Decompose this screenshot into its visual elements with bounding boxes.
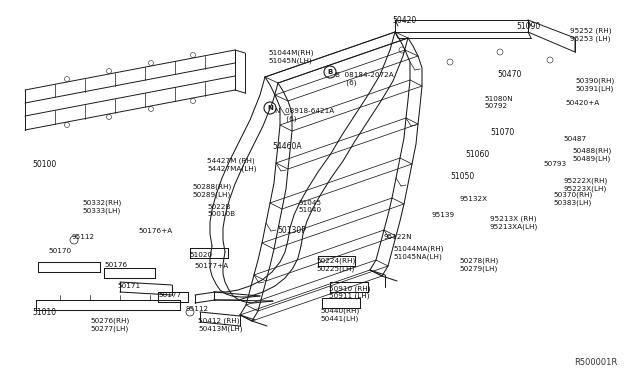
Text: 54427M (RH)
54427MA(LH): 54427M (RH) 54427MA(LH) (207, 158, 257, 172)
Text: R500001R: R500001R (574, 358, 617, 367)
Text: 50470: 50470 (497, 70, 522, 79)
Text: 50176+A: 50176+A (138, 228, 172, 234)
Text: 50332(RH)
50333(LH): 50332(RH) 50333(LH) (82, 200, 121, 214)
Text: 51070: 51070 (490, 128, 515, 137)
Text: N  08918-6421A
     (6): N 08918-6421A (6) (275, 108, 334, 122)
Text: 95139: 95139 (432, 212, 455, 218)
Text: B  08184-2072A
     (6): B 08184-2072A (6) (335, 72, 394, 86)
Text: 50170: 50170 (48, 248, 71, 254)
Text: 51044M(RH)
51045N(LH): 51044M(RH) 51045N(LH) (268, 50, 314, 64)
Text: 95112: 95112 (72, 234, 95, 240)
Text: 95122N: 95122N (383, 234, 412, 240)
Text: 95213X (RH)
95213XA(LH): 95213X (RH) 95213XA(LH) (490, 216, 538, 230)
Text: 50487: 50487 (563, 136, 586, 142)
Text: 50412 (RH)
50413M(LH): 50412 (RH) 50413M(LH) (198, 318, 243, 332)
Text: 50176: 50176 (104, 262, 127, 268)
Text: 95132X: 95132X (460, 196, 488, 202)
Text: 51044MA(RH)
51045NA(LH): 51044MA(RH) 51045NA(LH) (393, 246, 444, 260)
Text: 50420: 50420 (392, 16, 416, 25)
Text: 50130P: 50130P (277, 226, 306, 235)
Text: 50171: 50171 (117, 283, 140, 289)
Text: 50177: 50177 (158, 292, 181, 298)
Text: 50177+A: 50177+A (194, 263, 228, 269)
Text: 50224(RH)
50225(LH): 50224(RH) 50225(LH) (316, 258, 355, 272)
Text: 50276(RH)
50277(LH): 50276(RH) 50277(LH) (90, 318, 129, 332)
Text: 51080N
50792: 51080N 50792 (484, 96, 513, 109)
Text: B: B (328, 69, 333, 75)
Text: 50793: 50793 (543, 161, 566, 167)
Text: 51020: 51020 (189, 252, 212, 258)
Text: 5022B
50010B: 5022B 50010B (207, 204, 235, 217)
Text: 50278(RH)
50279(LH): 50278(RH) 50279(LH) (459, 258, 499, 272)
Text: 50488(RH)
50489(LH): 50488(RH) 50489(LH) (572, 148, 611, 162)
Text: 50288(RH)
50289(LH): 50288(RH) 50289(LH) (192, 184, 231, 198)
Text: 95222X(RH)
95223X(LH): 95222X(RH) 95223X(LH) (564, 178, 608, 192)
Text: 50390(RH)
50391(LH): 50390(RH) 50391(LH) (575, 78, 614, 92)
Text: 54460A: 54460A (272, 142, 301, 151)
Text: 51045
51040: 51045 51040 (298, 200, 321, 213)
Text: 50100: 50100 (32, 160, 56, 169)
Text: 50420+A: 50420+A (565, 100, 599, 106)
Text: 95252 (RH)
95253 (LH): 95252 (RH) 95253 (LH) (570, 28, 611, 42)
Text: 95112: 95112 (185, 306, 208, 312)
Text: 51090: 51090 (516, 22, 540, 31)
Text: 50440(RH)
50441(LH): 50440(RH) 50441(LH) (320, 308, 359, 322)
Text: 51050: 51050 (450, 172, 474, 181)
Text: 51060: 51060 (465, 150, 489, 159)
Text: 50910 (RH)
50911 (LH): 50910 (RH) 50911 (LH) (329, 285, 371, 299)
Text: 51010: 51010 (32, 308, 56, 317)
Text: 50370(RH)
50383(LH): 50370(RH) 50383(LH) (553, 192, 592, 206)
Text: N: N (267, 105, 273, 111)
